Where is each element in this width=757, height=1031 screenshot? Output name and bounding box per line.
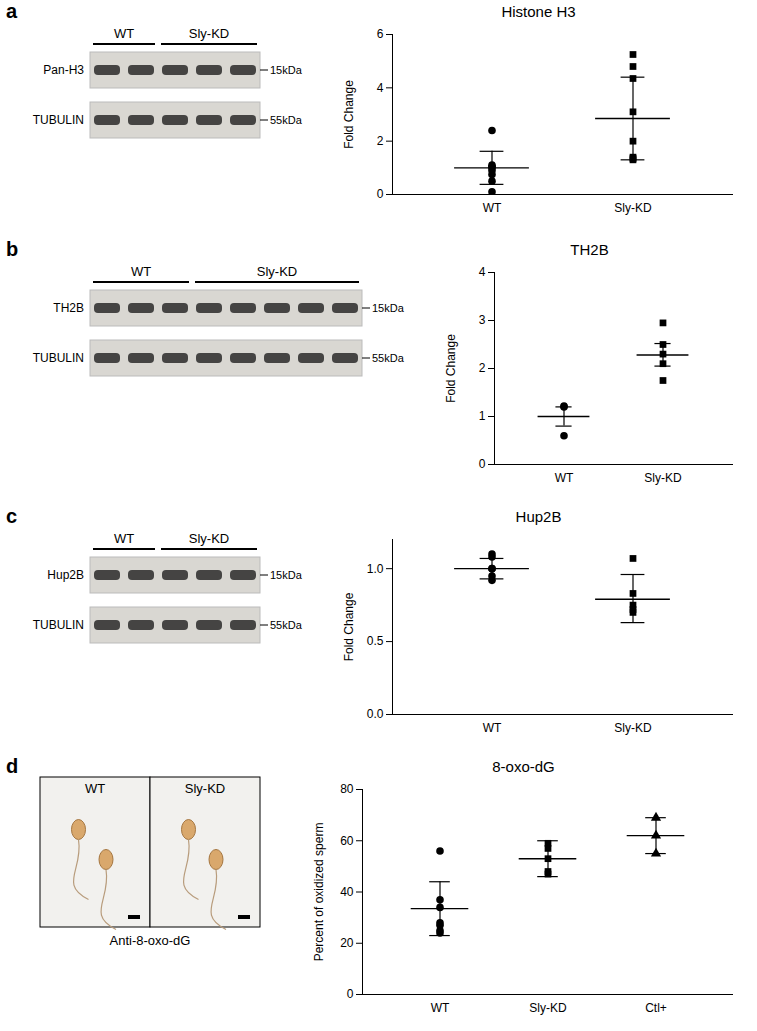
html-text:Hup2B: Hup2B <box>515 508 562 525</box>
svg-text:15kDa: 15kDa <box>270 64 303 76</box>
svg-text:Anti-8-oxo-dG: Anti-8-oxo-dG <box>110 933 191 948</box>
html-text:TH2B: TH2B <box>570 241 609 258</box>
svg-text:40: 40 <box>340 885 354 899</box>
svg-text:0: 0 <box>377 187 384 201</box>
svg-text:55kDa: 55kDa <box>270 619 303 631</box>
svg-text:1: 1 <box>479 409 486 423</box>
svg-text:Fold Change: Fold Change <box>342 80 356 149</box>
svg-text:TUBULIN: TUBULIN <box>33 351 84 365</box>
svg-text:0.0: 0.0 <box>367 707 384 721</box>
svg-text:Sly-KD: Sly-KD <box>185 781 225 796</box>
svg-text:20: 20 <box>340 936 354 950</box>
svg-text:4: 4 <box>377 81 384 95</box>
svg-text:0: 0 <box>347 987 354 1001</box>
svg-text:TUBULIN: TUBULIN <box>33 113 84 127</box>
svg-text:Fold Change: Fold Change <box>444 334 458 403</box>
html-text:d: d <box>6 755 19 777</box>
svg-text:Pan-H3: Pan-H3 <box>43 63 84 77</box>
svg-text:Fold Change: Fold Change <box>342 592 356 661</box>
svg-text:0: 0 <box>479 457 486 471</box>
svg-text:WT: WT <box>85 781 105 796</box>
svg-text:Sly-KD: Sly-KD <box>189 531 229 546</box>
svg-text:0.5: 0.5 <box>367 634 384 648</box>
svg-text:WT: WT <box>114 26 134 41</box>
svg-text:WT: WT <box>555 471 574 485</box>
svg-text:55kDa: 55kDa <box>372 352 405 364</box>
svg-text:15kDa: 15kDa <box>372 302 405 314</box>
svg-text:Ctl+: Ctl+ <box>645 1001 667 1015</box>
svg-text:TH2B: TH2B <box>53 301 84 315</box>
svg-text:Sly-KD: Sly-KD <box>644 471 682 485</box>
html-text:c: c <box>6 505 18 527</box>
svg-text:WT: WT <box>131 264 151 279</box>
svg-text:Sly-KD: Sly-KD <box>529 1001 567 1015</box>
html-text:8-oxo-dG: 8-oxo-dG <box>492 758 555 775</box>
svg-text:Sly-KD: Sly-KD <box>189 26 229 41</box>
html-text:Histone H3: Histone H3 <box>501 3 576 20</box>
svg-text:TUBULIN: TUBULIN <box>33 618 84 632</box>
svg-text:Percent of oxidized sperm: Percent of oxidized sperm <box>312 823 326 962</box>
svg-text:55kDa: 55kDa <box>270 114 303 126</box>
svg-text:2: 2 <box>377 134 384 148</box>
svg-text:2: 2 <box>479 361 486 375</box>
svg-text:WT: WT <box>483 721 502 735</box>
svg-text:80: 80 <box>340 782 354 796</box>
html-text:a: a <box>6 0 18 22</box>
svg-text:Sly-KD: Sly-KD <box>614 721 652 735</box>
svg-text:3: 3 <box>479 313 486 327</box>
svg-text:WT: WT <box>431 1001 450 1015</box>
svg-text:6: 6 <box>377 27 384 41</box>
svg-text:WT: WT <box>114 531 134 546</box>
svg-text:15kDa: 15kDa <box>270 569 303 581</box>
svg-text:4: 4 <box>479 265 486 279</box>
svg-text:Hup2B: Hup2B <box>47 568 84 582</box>
svg-text:Sly-KD: Sly-KD <box>614 201 652 215</box>
html-text:b: b <box>6 238 19 260</box>
svg-text:WT: WT <box>483 201 502 215</box>
svg-text:Sly-KD: Sly-KD <box>257 264 297 279</box>
svg-text:60: 60 <box>340 834 354 848</box>
svg-text:1.0: 1.0 <box>367 562 384 576</box>
